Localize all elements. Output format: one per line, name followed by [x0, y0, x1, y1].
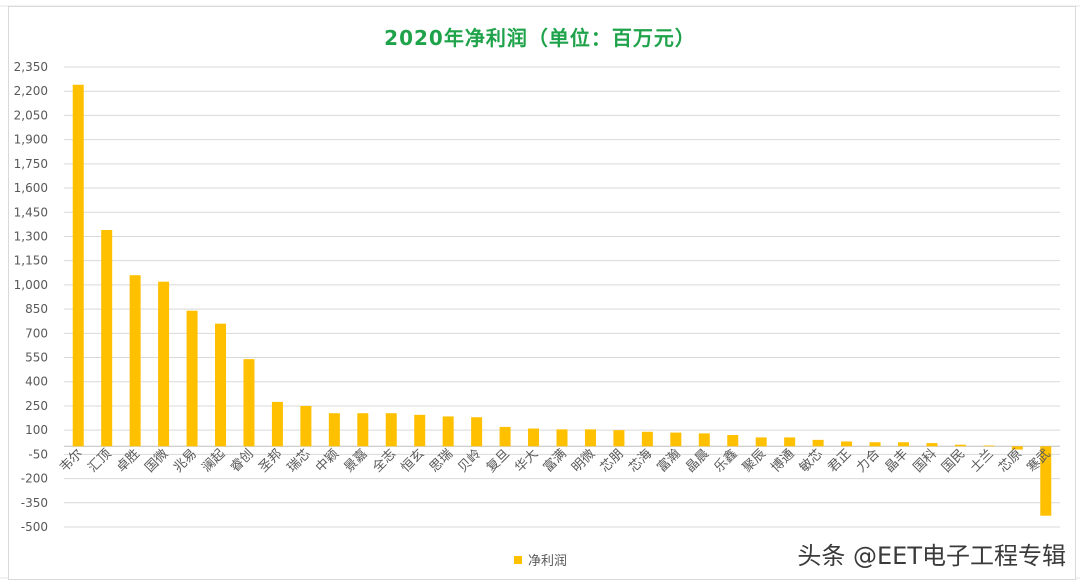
y-tick-label: 1,600 [14, 181, 48, 195]
bar [243, 359, 255, 447]
bar [186, 310, 198, 447]
y-tick-label: 550 [25, 351, 48, 365]
bar [528, 428, 540, 447]
x-tick-label: 复旦 [484, 447, 513, 476]
y-tick-label: -200 [21, 472, 48, 486]
y-tick-label: 1,300 [14, 229, 48, 243]
bar [385, 413, 397, 447]
x-tick-label: 芯海 [626, 447, 655, 476]
bar [670, 432, 682, 447]
x-tick-label: 贝岭 [455, 447, 484, 476]
legend: 净利润 [514, 550, 567, 569]
x-tick-label: 兆易 [171, 447, 200, 476]
bar [357, 413, 369, 447]
bar [698, 433, 710, 447]
x-tick-label: 澜起 [199, 447, 228, 476]
x-tick-label: 敏芯 [797, 447, 826, 476]
x-tick-label: 力合 [854, 447, 883, 476]
y-tick-label: 2,350 [14, 60, 48, 74]
x-tick-label: 汇顶 [86, 447, 115, 476]
bar [158, 281, 170, 447]
y-tick-label: 100 [25, 423, 48, 437]
x-tick-label: 国科 [911, 447, 940, 476]
y-tick-label: 2,050 [14, 108, 48, 122]
bar [812, 439, 824, 447]
bar [755, 437, 767, 447]
y-tick-label: 250 [25, 399, 48, 413]
bar [841, 441, 853, 447]
legend-label: 净利润 [528, 554, 568, 569]
x-tick-label: 全志 [369, 446, 399, 476]
y-tick-label: 1,150 [14, 254, 48, 268]
y-tick-label: 700 [25, 326, 48, 340]
x-tick-label: 明微 [569, 447, 598, 476]
y-tick-label: 400 [25, 375, 48, 389]
x-tick-label: 富瀚 [654, 446, 684, 476]
x-tick-label: 圣邦 [256, 447, 285, 476]
bar [215, 323, 227, 447]
x-tick-label: 华大 [512, 447, 541, 476]
x-tick-label: 乐鑫 [711, 446, 741, 476]
y-tick-label: -500 [21, 520, 48, 534]
y-tick-label: 1,900 [14, 133, 48, 147]
bar [471, 417, 483, 447]
x-tick-label: 晶丰 [882, 447, 911, 476]
chart-title: 2020年净利润（单位：百万元） [384, 26, 696, 50]
chart-area[interactable] [8, 6, 1076, 580]
bar [1040, 446, 1052, 516]
x-tick-label: 芯原 [996, 447, 1025, 476]
bar [613, 430, 625, 447]
y-tick-label: 850 [25, 302, 48, 316]
bar [983, 445, 995, 447]
bar [101, 230, 113, 447]
x-tick-label: 恒玄 [399, 447, 428, 476]
y-tick-label: -50 [28, 447, 48, 461]
y-tick-label: 1,000 [14, 278, 48, 292]
bar [897, 442, 909, 447]
x-tick-label: 晶晨 [683, 447, 712, 476]
watermark: 头条 @EET电子工程专辑 [797, 542, 1066, 570]
bar [641, 431, 653, 447]
bar [926, 443, 938, 447]
bar [1011, 446, 1023, 450]
bar [584, 429, 596, 447]
bar [328, 413, 340, 447]
bar [129, 275, 141, 447]
bar [442, 416, 454, 447]
x-tick-label: 君正 [825, 447, 854, 476]
bar [72, 84, 84, 447]
bar [414, 414, 426, 447]
x-tick-label: 瑞芯 [285, 447, 314, 476]
x-tick-label: 国民 [939, 447, 968, 476]
y-tick-label: 2,200 [14, 84, 48, 98]
bar [499, 426, 511, 447]
x-tick-label: 聚辰 [740, 447, 769, 476]
bar [556, 429, 568, 447]
bar [300, 405, 312, 447]
bar [784, 437, 796, 447]
y-tick-label: -350 [21, 496, 48, 510]
y-tick-label: 1,750 [14, 157, 48, 171]
bar [954, 444, 966, 447]
legend-swatch [514, 555, 522, 564]
x-tick-label: 芯朋 [598, 447, 627, 476]
x-tick-label: 富满 [540, 446, 570, 476]
x-tick-label: 国微 [142, 447, 171, 476]
bar [727, 435, 739, 447]
x-tick-label: 士兰 [968, 447, 997, 476]
bar [869, 442, 881, 447]
x-tick-label: 卓胜 [114, 447, 143, 476]
x-tick-label: 思瑞 [427, 447, 456, 476]
y-tick-label: 1,450 [14, 205, 48, 219]
x-tick-label: 韦尔 [57, 447, 86, 476]
x-tick-label: 睿创 [228, 447, 257, 476]
x-tick-label: 景嘉 [342, 447, 371, 476]
x-tick-label: 博通 [768, 447, 797, 476]
x-tick-label: 中颖 [313, 447, 342, 476]
bar [271, 401, 283, 447]
